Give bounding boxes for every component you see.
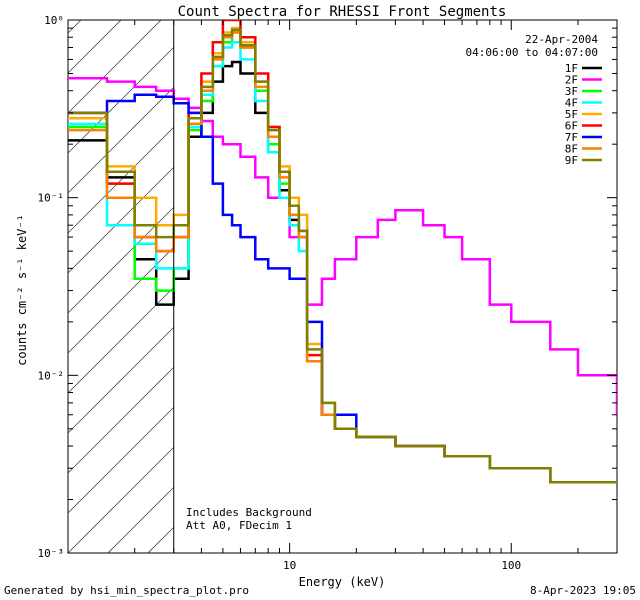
hatch-line [0, 0, 388, 553]
hatch-line [0, 0, 308, 553]
hatch-line [588, 0, 640, 553]
hatch-line [468, 0, 640, 553]
y-axis-label: counts cm⁻² s⁻¹ keV⁻¹ [15, 214, 29, 366]
series-line-4F [68, 40, 617, 484]
legend-label-8F: 8F [565, 143, 578, 156]
hatch-line [348, 0, 640, 553]
date-label: 22-Apr-2004 [525, 33, 598, 46]
series-lines [68, 20, 617, 484]
hatch-line [628, 0, 640, 553]
hatch-line [0, 0, 68, 553]
hatch-line [0, 0, 268, 553]
footer-generated-by: Generated by hsi_min_spectra_plot.pro [4, 584, 249, 597]
plot-frame [67, 19, 618, 554]
hatch-line [388, 0, 640, 553]
hatch-line [0, 0, 228, 553]
hatch-line [548, 0, 640, 553]
hatched-region [0, 0, 640, 553]
x-axis-label: Energy (keV) [299, 575, 386, 589]
hatch-line [428, 0, 640, 553]
annotation-background: Includes Background [186, 506, 312, 519]
hatch-line [0, 0, 508, 553]
hatch-line [0, 0, 468, 553]
legend-label-4F: 4F [565, 97, 578, 110]
y-tick-label: 10⁰ [44, 14, 64, 27]
legend-label-3F: 3F [565, 85, 578, 98]
hatch-line [28, 0, 628, 553]
chart-title: Count Spectra for RHESSI Front Segments [178, 4, 507, 20]
annotation-attenuator: Att A0, FDecim 1 [186, 519, 292, 532]
x-tick-label: 10 [283, 559, 296, 572]
hatch-line [0, 0, 588, 553]
time-range-label: 04:06:00 to 04:07:00 [466, 46, 598, 59]
hatch-line [68, 0, 640, 553]
y-tick-label: 10⁻² [38, 369, 65, 382]
legend-label-7F: 7F [565, 131, 578, 144]
hatch-line [0, 0, 548, 553]
legend-label-9F: 9F [565, 154, 578, 167]
y-tick-label: 10⁻¹ [38, 192, 65, 205]
series-line-1F [68, 60, 617, 484]
legend-label-1F: 1F [565, 62, 578, 75]
axes: 10⁰ 10⁻¹ 10⁻² 10⁻³ 10 100 [38, 14, 618, 572]
footer-timestamp: 8-Apr-2023 19:05 [530, 584, 636, 597]
legend-label-6F: 6F [565, 120, 578, 133]
legend-label-5F: 5F [565, 108, 578, 121]
hatch-line [268, 0, 640, 553]
series-line-7F [68, 93, 617, 484]
hatch-line [308, 0, 640, 553]
hatch-line [0, 0, 428, 553]
series-line-2F [68, 77, 617, 415]
series-line-6F [68, 20, 617, 484]
legend-label-2F: 2F [565, 74, 578, 87]
hatch-line [0, 0, 188, 553]
y-tick-label: 10⁻³ [38, 547, 65, 560]
x-tick-label: 100 [501, 559, 521, 572]
